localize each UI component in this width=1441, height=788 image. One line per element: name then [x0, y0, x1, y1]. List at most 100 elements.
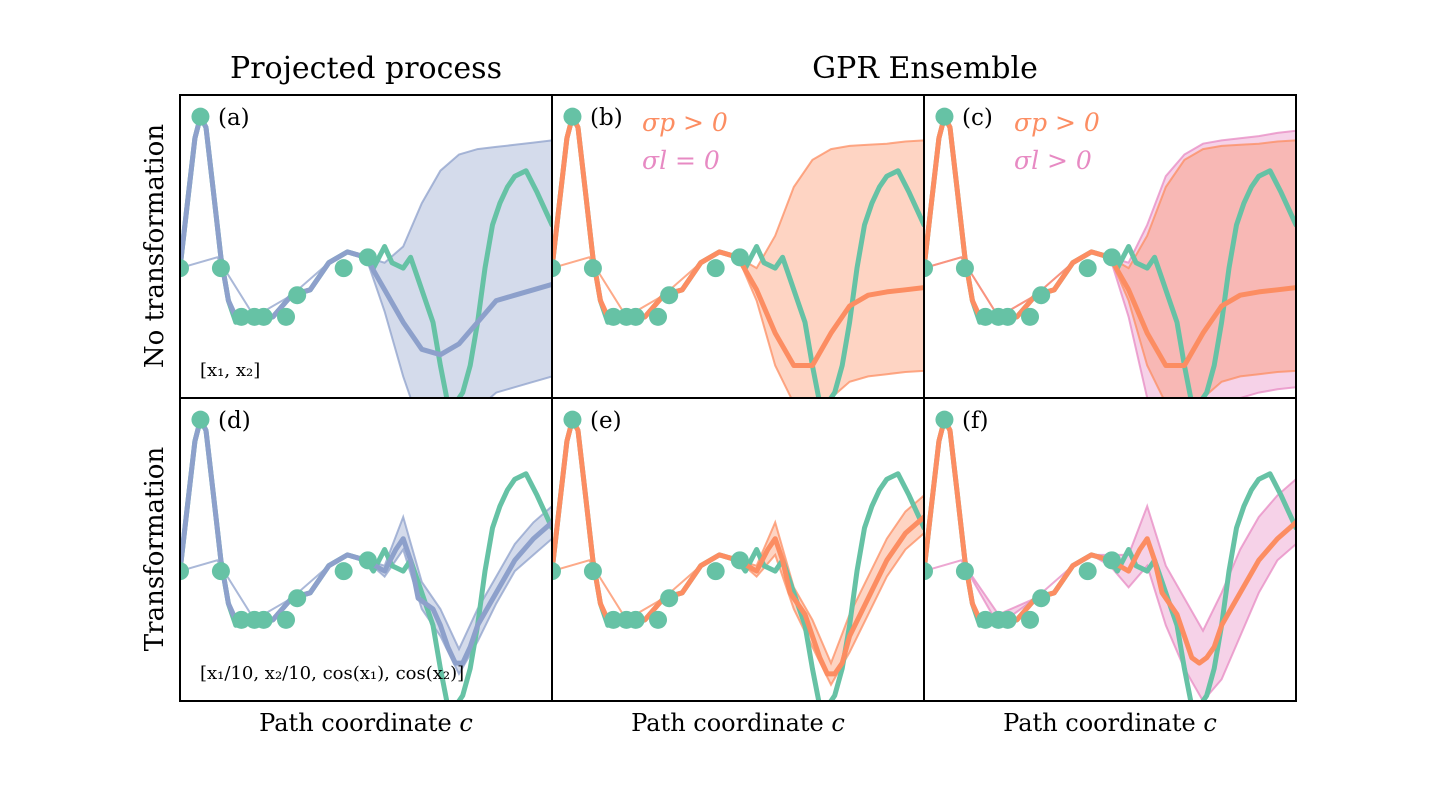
- panel-e-plot-area: [552, 410, 924, 701]
- panel-d-frame: [179, 397, 553, 702]
- panel-c-training-point: [998, 307, 1017, 326]
- panel-b-band: [552, 139, 924, 398]
- panel-c-training-point: [976, 307, 995, 326]
- panel-a-training-point: [232, 307, 251, 326]
- panel-b-training-point: [552, 259, 561, 278]
- panel-a-training-point: [211, 259, 230, 278]
- panel-a-plot-area: [180, 107, 552, 398]
- panel-a-band: [180, 139, 552, 398]
- row-label-no-transformation: No transformation: [140, 124, 170, 368]
- panel-d-training-point: [254, 610, 273, 629]
- column-title-gpr-ensemble: GPR Ensemble: [812, 51, 1038, 86]
- panel-c-annotation-2: σl > 0: [1014, 146, 1092, 175]
- panel-f-training-point: [976, 610, 995, 629]
- panel-e-training-point: [583, 562, 602, 581]
- panel-a-training-point: [288, 286, 307, 305]
- panel-e-training-point: [563, 410, 582, 429]
- panel-b-training-point: [649, 307, 668, 326]
- panel-c-training-point: [1102, 248, 1121, 267]
- panel-label-c: (c): [962, 105, 993, 131]
- panel-label-f: (f): [962, 408, 988, 434]
- panel-b-annotation-1: σp > 0: [642, 108, 728, 137]
- panel-c-plot-area: [924, 107, 1296, 398]
- panel-e-training-point: [649, 610, 668, 629]
- panel-c-training-point: [1078, 259, 1097, 278]
- panel-label-d: (d): [218, 408, 251, 434]
- panel-d-training-point: [232, 610, 251, 629]
- panel-a-training-point: [254, 307, 273, 326]
- panel-b-training-point: [626, 307, 645, 326]
- panel-label-a: (a): [218, 105, 250, 131]
- panel-d-training-point: [277, 610, 296, 629]
- row-label-transformation: Transformation: [140, 447, 170, 652]
- panel-c-training-point: [955, 259, 974, 278]
- panel-e-training-point: [626, 610, 645, 629]
- panel-a-line-mean: [180, 114, 552, 358]
- panel-b-training-point: [730, 248, 749, 267]
- panel-d-training-point: [358, 551, 377, 570]
- panel-c-annotation-1: σp > 0: [1014, 108, 1100, 137]
- panel-e-training-point: [604, 610, 623, 629]
- panel-f-training-point: [1078, 562, 1097, 581]
- column-title-projected: Projected process: [230, 51, 502, 86]
- panel-f-training-point: [1102, 551, 1121, 570]
- panel-e-training-point: [730, 551, 749, 570]
- panel-f-training-point: [935, 410, 954, 429]
- xlabel-col1: Path coordinate c: [259, 709, 473, 737]
- panel-d-training-point: [288, 589, 307, 608]
- panel-f-training-point: [955, 562, 974, 581]
- panel-c-line-mean: [924, 114, 1296, 368]
- xlabel-col3: Path coordinate c: [1003, 709, 1217, 737]
- panel-f-training-point: [924, 562, 933, 581]
- panel-a-training-point: [277, 307, 296, 326]
- panel-a-training-point: [358, 248, 377, 267]
- panel-b-plot-area: [552, 107, 924, 398]
- panel-b-line-mean: [552, 114, 924, 368]
- panel-e-training-point: [706, 562, 725, 581]
- panel-b-training-point: [583, 259, 602, 278]
- panel-c-band: [924, 139, 1296, 398]
- panel-a-training-point: [180, 259, 189, 278]
- panel-e-training-point: [552, 562, 561, 581]
- panel-f-line-mean: [924, 417, 1296, 666]
- panel-b: (b) σp > 0 σl = 0: [551, 94, 925, 399]
- panel-e-line-mean: [552, 417, 924, 677]
- xlabel-col2: Path coordinate c: [631, 709, 845, 737]
- panel-d: (d) [x₁/10, x₂/10, cos(x₁), cos(x₂)]: [179, 397, 553, 702]
- panel-a-features: [x₁, x₂]: [200, 360, 260, 381]
- panel-c-training-point: [924, 259, 933, 278]
- panel-f-training-point: [1021, 610, 1040, 629]
- panel-f-frame: [923, 397, 1297, 702]
- panel-d-training-point: [180, 562, 189, 581]
- panel-d-plot-area: [180, 410, 552, 701]
- panel-c: (c) σp > 0 σl > 0: [923, 94, 1297, 399]
- panel-d-features: [x₁/10, x₂/10, cos(x₁), cos(x₂)]: [200, 663, 464, 684]
- panels: (a) [x₁, x₂] (b) σp > 0 σl = 0 (c) σp > 0 σl > …: [179, 94, 1297, 702]
- panel-e-training-point: [660, 589, 679, 608]
- panel-a-training-point: [334, 259, 353, 278]
- panel-b-training-point: [604, 307, 623, 326]
- panel-d-line-mean: [180, 417, 552, 666]
- panel-b-annotation-2: σl = 0: [642, 146, 720, 175]
- panel-d-training-point: [191, 410, 210, 429]
- panel-d-training-point: [211, 562, 230, 581]
- panel-b-training-point: [660, 286, 679, 305]
- panel-f-training-point: [998, 610, 1017, 629]
- panel-c-training-point: [935, 107, 954, 126]
- panel-f: (f): [923, 397, 1297, 702]
- panel-a: (a) [x₁, x₂]: [179, 94, 553, 399]
- panel-c-training-point: [1032, 286, 1051, 305]
- panel-f-training-point: [1032, 589, 1051, 608]
- panel-label-e: (e): [590, 408, 622, 434]
- panel-f-band: [924, 477, 1296, 701]
- panel-d-training-point: [334, 562, 353, 581]
- panel-f-plot-area: [924, 410, 1296, 701]
- panel-e-frame: [551, 397, 925, 702]
- panel-b-training-point: [706, 259, 725, 278]
- panel-b-training-point: [563, 107, 582, 126]
- panel-label-b: (b): [590, 105, 623, 131]
- panel-e: (e): [551, 397, 925, 702]
- panel-a-training-point: [191, 107, 210, 126]
- panel-c-training-point: [1021, 307, 1040, 326]
